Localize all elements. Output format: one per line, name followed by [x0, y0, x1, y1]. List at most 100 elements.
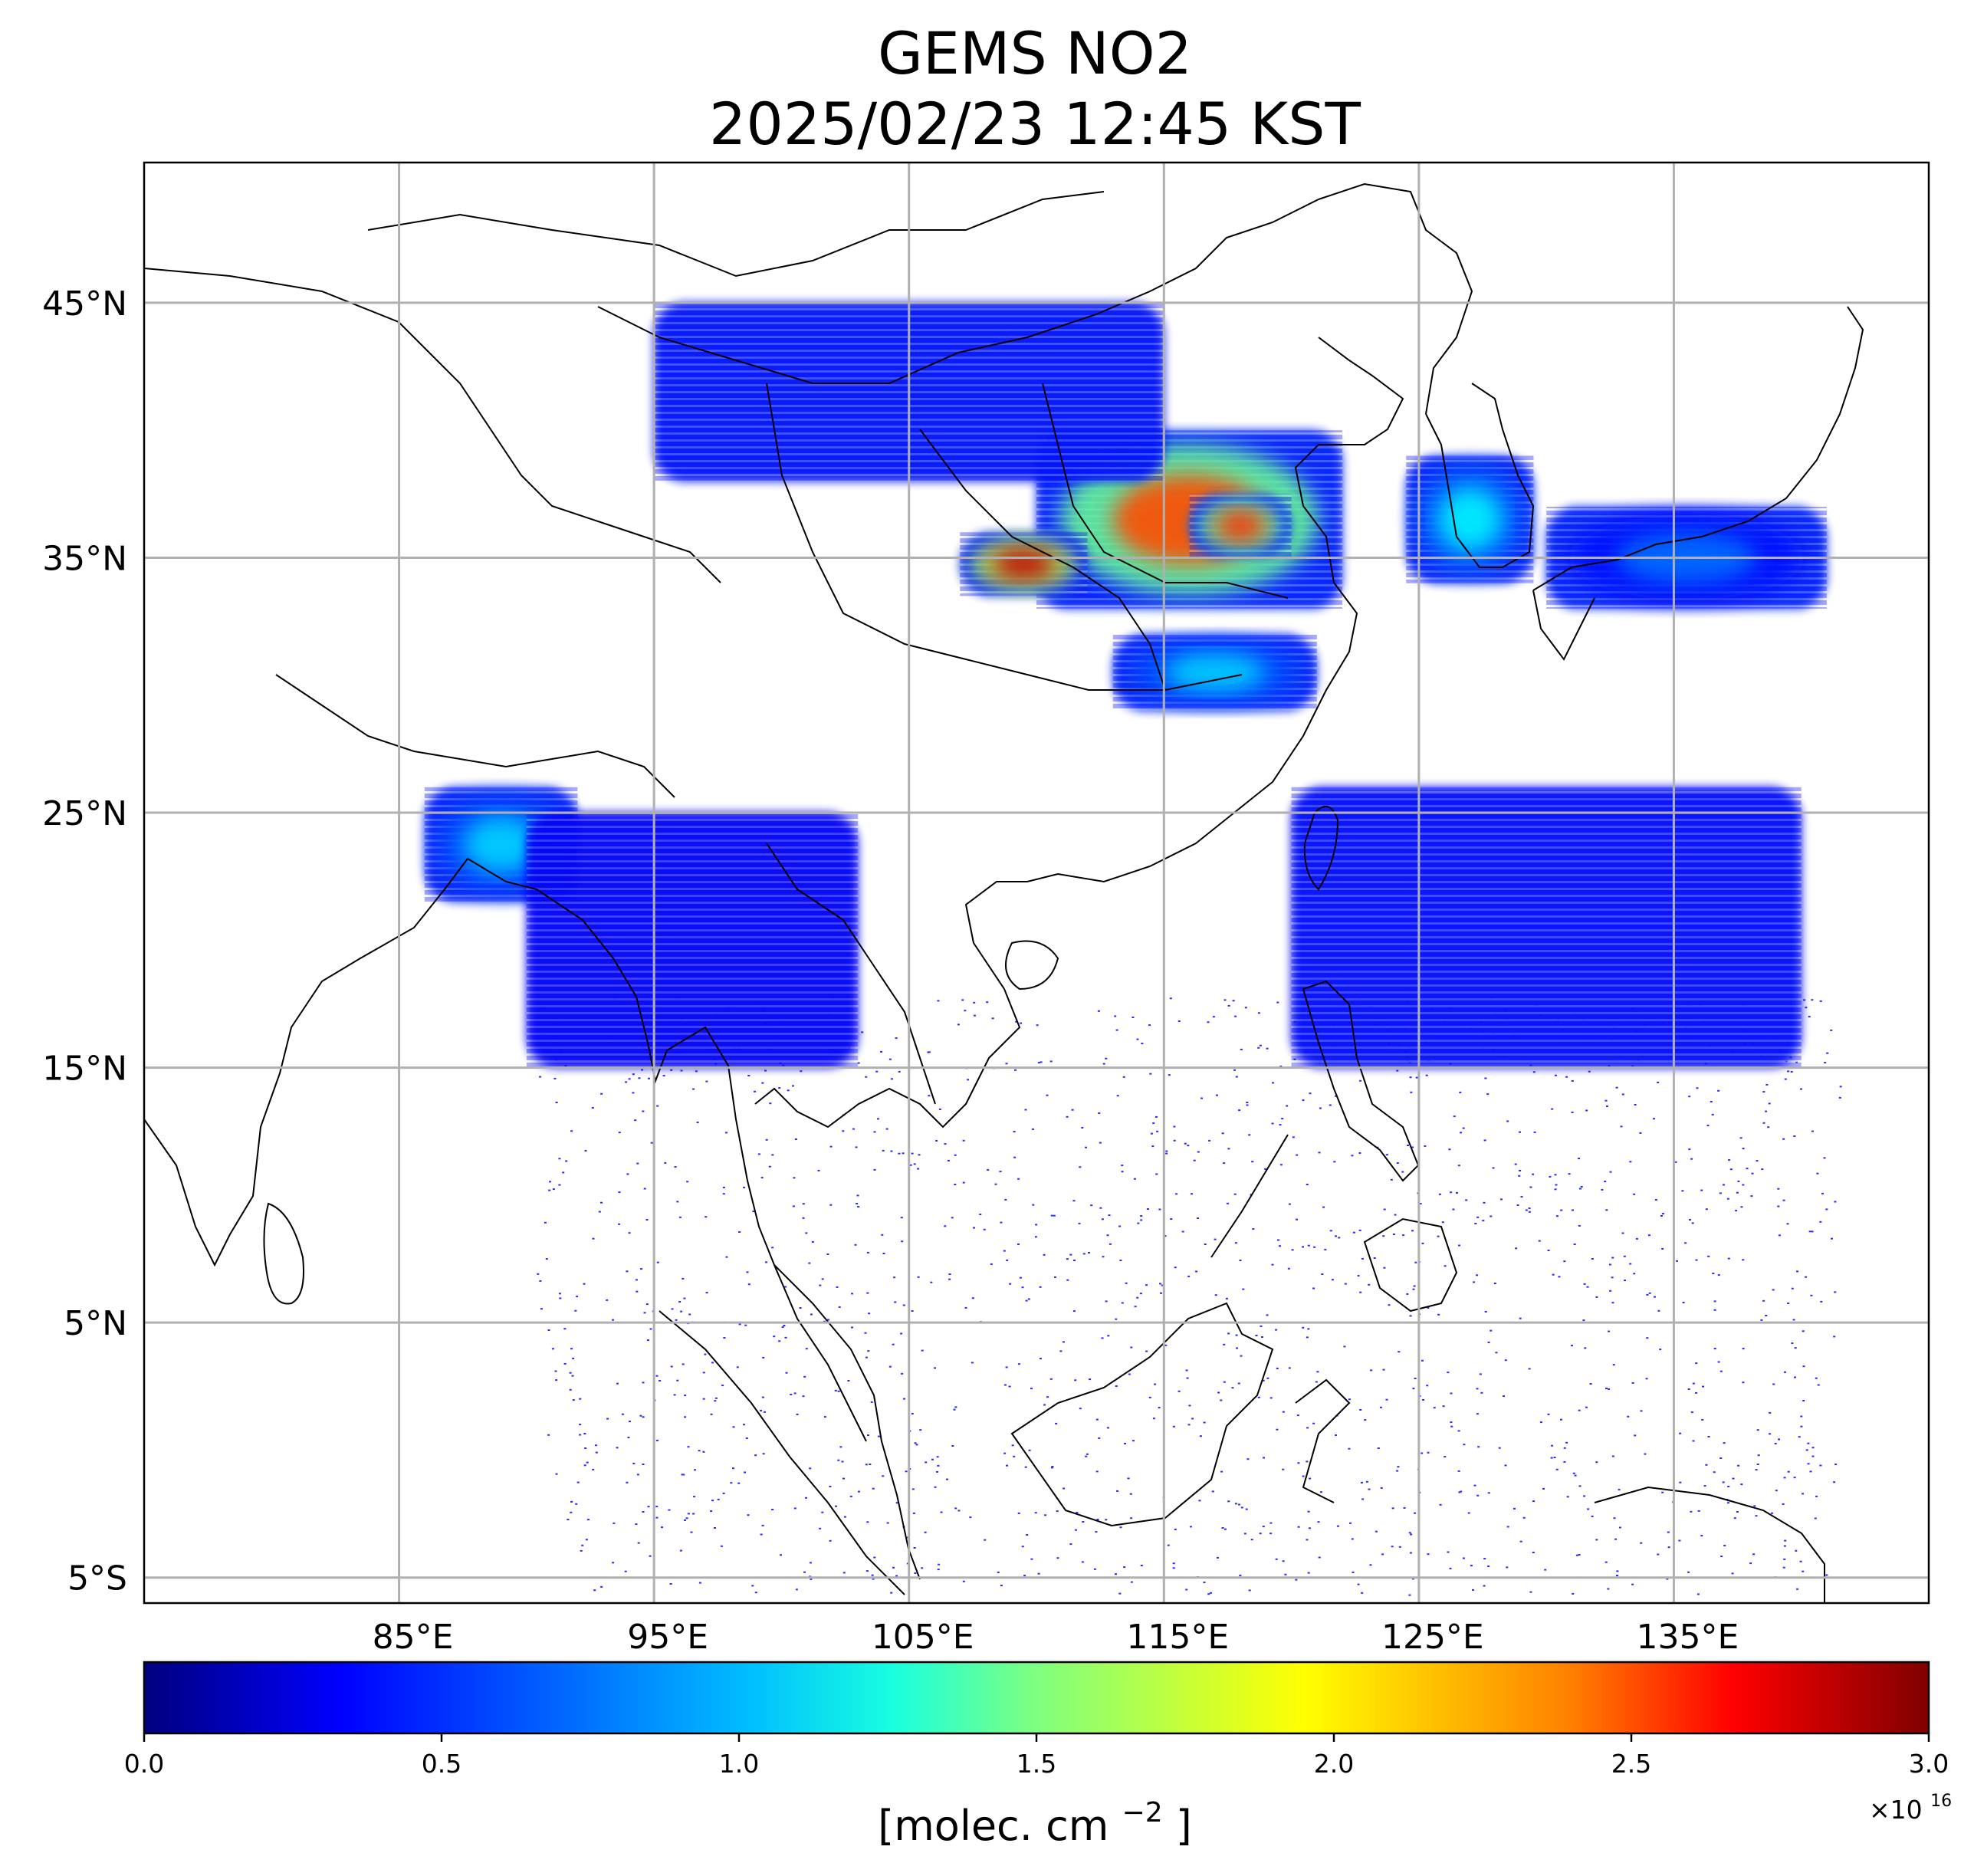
noise-pixel — [1128, 1373, 1131, 1375]
noise-pixel — [662, 1075, 665, 1077]
noise-pixel — [1717, 1361, 1720, 1363]
noise-pixel — [1605, 1209, 1608, 1211]
noise-pixel — [1172, 1567, 1175, 1569]
noise-pixel — [1422, 1399, 1425, 1401]
noise-pixel — [1472, 1589, 1474, 1591]
noise-pixel — [683, 1297, 686, 1299]
noise-pixel — [1115, 1573, 1117, 1575]
noise-pixel — [1079, 1408, 1082, 1410]
noise-pixel — [1607, 1588, 1610, 1590]
noise-pixel — [1814, 1517, 1817, 1520]
noise-pixel — [1037, 1062, 1040, 1064]
noise-pixel — [1297, 1462, 1300, 1464]
noise-pixel — [1118, 1592, 1122, 1595]
noise-pixel — [969, 1516, 972, 1519]
noise-pixel — [1563, 1460, 1566, 1463]
noise-pixel — [1276, 1367, 1279, 1369]
noise-pixel — [769, 1102, 772, 1105]
noise-pixel — [1099, 1207, 1102, 1209]
noise-pixel — [655, 1375, 659, 1377]
noise-pixel — [895, 1502, 898, 1504]
lat-tick-label: 25°N — [42, 794, 127, 833]
noise-pixel — [829, 1539, 832, 1542]
noise-pixel — [1419, 1203, 1422, 1205]
noise-pixel — [743, 1424, 745, 1426]
noise-pixel — [1783, 1477, 1786, 1479]
noise-pixel — [1082, 1253, 1086, 1255]
noise-pixel — [1368, 1488, 1371, 1490]
noise-pixel — [1802, 1330, 1805, 1332]
noise-pixel — [1099, 1142, 1102, 1144]
noise-pixel — [1408, 1532, 1411, 1534]
noise-pixel — [1551, 1444, 1554, 1447]
noise-pixel — [540, 1308, 543, 1310]
noise-pixel — [1653, 1118, 1655, 1120]
noise-pixel — [1155, 1173, 1158, 1175]
noise-pixel — [991, 1017, 994, 1020]
noise-pixel — [1444, 1456, 1447, 1458]
noise-pixel — [1240, 1506, 1243, 1509]
noise-pixel — [971, 1297, 974, 1299]
noise-pixel — [1727, 1257, 1730, 1260]
noise-pixel — [948, 1273, 951, 1275]
noise-pixel — [1710, 1101, 1713, 1102]
noise-pixel — [1082, 1521, 1085, 1523]
noise-pixel — [1388, 1304, 1391, 1306]
noise-pixel — [1186, 1377, 1189, 1379]
noise-pixel — [1513, 1507, 1516, 1510]
noise-pixel — [1782, 1138, 1785, 1140]
noise-pixel — [1442, 1405, 1445, 1408]
noise-pixel — [837, 1390, 840, 1392]
noise-pixel — [1014, 1069, 1017, 1071]
noise-pixel — [1447, 1551, 1450, 1553]
noise-pixel — [1460, 1490, 1463, 1493]
noise-pixel — [1246, 1104, 1249, 1106]
noise-pixel — [1756, 1429, 1759, 1431]
noise-pixel — [1723, 1545, 1726, 1546]
noise-pixel — [1380, 1487, 1383, 1489]
noise-pixel — [1727, 1486, 1730, 1487]
noise-pixel — [1794, 1376, 1796, 1378]
noise-pixel — [1713, 1300, 1716, 1303]
noise-pixel — [1467, 1512, 1470, 1514]
noise-pixel — [855, 1146, 858, 1148]
noise-pixel — [1701, 1418, 1704, 1421]
lat-tick-label: 35°N — [42, 539, 127, 578]
region-4 — [1406, 455, 1534, 583]
noise-pixel — [1585, 1406, 1588, 1408]
noise-pixel — [856, 1203, 859, 1204]
noise-pixel — [882, 1475, 885, 1477]
china-coast — [1057, 337, 1404, 883]
noise-pixel — [1519, 1540, 1522, 1543]
noise-pixel — [1295, 1579, 1298, 1581]
noise-pixel — [626, 1270, 629, 1273]
noise-pixel — [1357, 1583, 1360, 1585]
noise-pixel — [1266, 1047, 1269, 1050]
noise-pixel — [1657, 1553, 1660, 1556]
noise-pixel — [1742, 1348, 1745, 1350]
noise-pixel — [918, 1154, 921, 1156]
noise-pixel — [1547, 1413, 1550, 1415]
noise-pixel — [888, 1365, 892, 1368]
noise-pixel — [1316, 1371, 1319, 1373]
noise-pixel — [990, 1263, 993, 1265]
noise-pixel — [555, 1102, 558, 1103]
noise-pixel — [632, 1092, 635, 1094]
noise-pixel — [1151, 1145, 1155, 1148]
noise-pixel — [1487, 1341, 1490, 1343]
noise-pixel — [618, 1132, 621, 1134]
noise-pixel — [873, 1131, 876, 1133]
noise-pixel — [823, 1416, 826, 1418]
noise-pixel — [745, 1437, 748, 1439]
noise-pixel — [944, 1225, 947, 1227]
noise-pixel — [682, 1363, 685, 1365]
noise-pixel — [1246, 1458, 1250, 1460]
noise-pixel — [1737, 1180, 1740, 1182]
noise-pixel — [890, 1150, 893, 1152]
noise-pixel — [1782, 1503, 1785, 1505]
noise-pixel — [1227, 1148, 1230, 1150]
noise-pixel — [919, 1429, 922, 1431]
noise-pixel — [1815, 1495, 1818, 1497]
noise-pixel — [1379, 1406, 1382, 1408]
noise-pixel — [1403, 1506, 1406, 1509]
